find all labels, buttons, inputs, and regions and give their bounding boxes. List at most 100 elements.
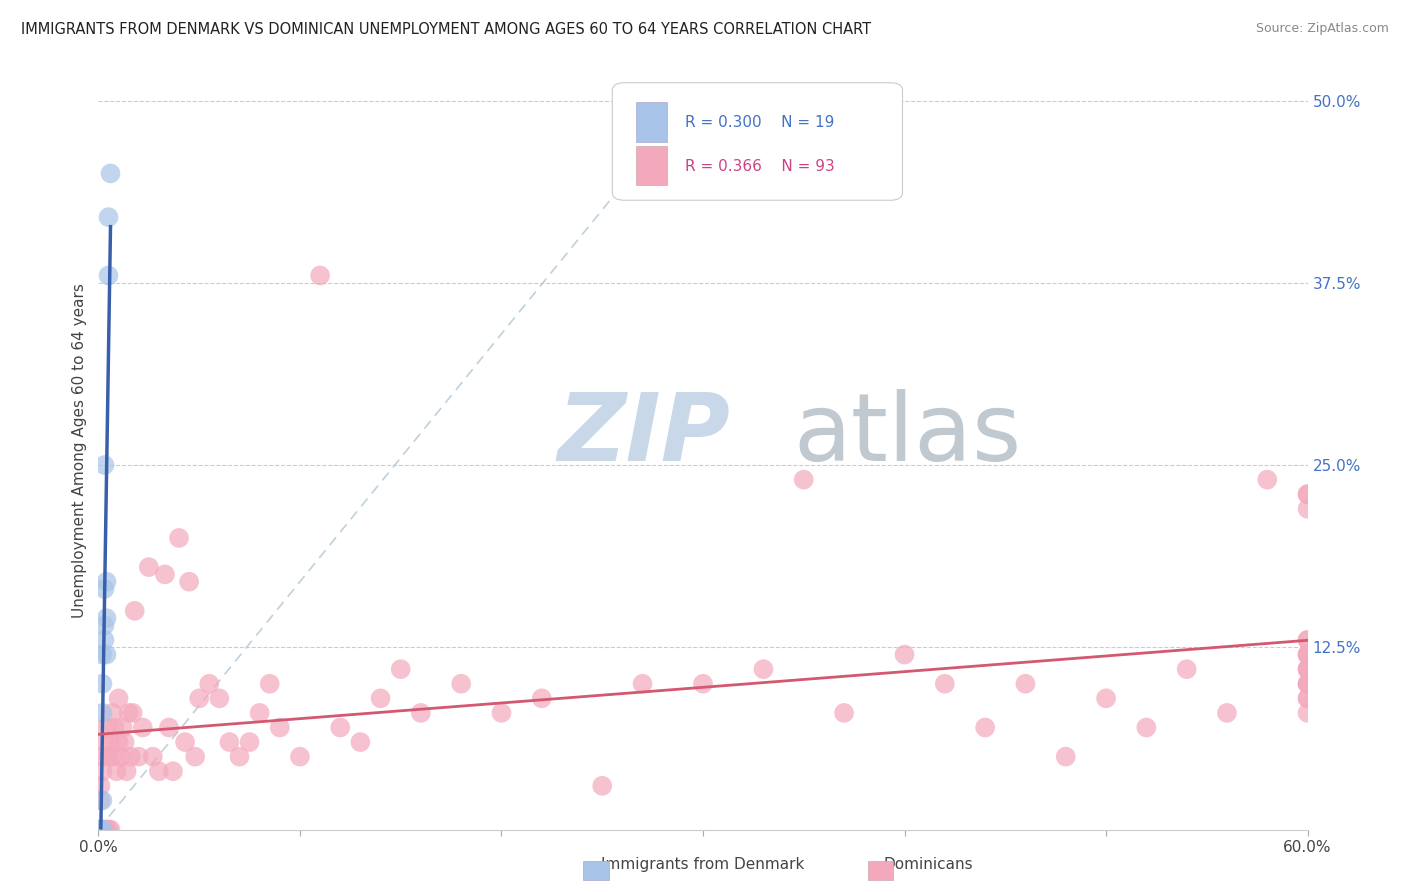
Point [142, 749, 165, 764]
Point [97, 268, 120, 283]
Point [370, 691, 392, 706]
Point [91, 677, 114, 691]
Point [631, 677, 654, 691]
Point [100, 822, 122, 837]
Point [100, 166, 122, 180]
Point [101, 706, 124, 720]
Point [1296, 648, 1319, 662]
Point [188, 691, 211, 706]
Point [174, 735, 197, 749]
Point [1296, 648, 1319, 662]
Point [128, 749, 150, 764]
Point [259, 677, 281, 691]
Bar [637, 145, 666, 186]
Bar [637, 103, 666, 142]
Point [89, 822, 111, 837]
Point [591, 779, 613, 793]
Point [97, 210, 120, 224]
Point [1296, 487, 1319, 501]
Point [1216, 706, 1239, 720]
Point [1175, 662, 1198, 676]
Point [96, 574, 118, 589]
Point [96, 721, 118, 735]
Text: Dominicans: Dominicans [883, 857, 973, 872]
Text: ZIP: ZIP [558, 389, 731, 482]
Point [530, 691, 553, 706]
Point [89, 822, 111, 837]
Point [309, 268, 332, 283]
Point [1296, 706, 1319, 720]
Point [1256, 473, 1278, 487]
Point [1296, 677, 1319, 691]
Point [1296, 691, 1319, 706]
Point [1054, 749, 1077, 764]
Point [89, 779, 111, 793]
Point [269, 721, 291, 735]
Point [491, 706, 513, 720]
Point [450, 677, 472, 691]
Point [132, 721, 155, 735]
Point [752, 662, 775, 676]
Point [329, 721, 352, 735]
Y-axis label: Unemployment Among Ages 60 to 64 years: Unemployment Among Ages 60 to 64 years [72, 283, 87, 618]
Point [93, 582, 115, 596]
Point [100, 735, 122, 749]
Point [1296, 633, 1319, 648]
Point [218, 735, 240, 749]
Point [91, 793, 114, 807]
Point [91, 764, 114, 779]
Point [179, 574, 201, 589]
Point [208, 691, 231, 706]
Point [107, 735, 129, 749]
Point [1296, 487, 1319, 501]
Point [110, 749, 132, 764]
Point [832, 706, 855, 720]
Point [103, 721, 125, 735]
Point [96, 822, 118, 837]
Point [93, 458, 115, 472]
Point [138, 560, 160, 574]
Point [96, 611, 118, 625]
Point [89, 822, 111, 837]
Point [692, 677, 714, 691]
Text: IMMIGRANTS FROM DENMARK VS DOMINICAN UNEMPLOYMENT AMONG AGES 60 TO 64 YEARS CORR: IMMIGRANTS FROM DENMARK VS DOMINICAN UNE… [21, 22, 872, 37]
Text: Immigrants from Denmark: Immigrants from Denmark [602, 857, 804, 872]
Point [114, 735, 136, 749]
Point [111, 721, 134, 735]
Point [162, 764, 184, 779]
Point [91, 749, 114, 764]
Point [120, 749, 142, 764]
Point [198, 677, 221, 691]
Point [1296, 501, 1319, 516]
Point [249, 706, 271, 720]
Point [157, 721, 180, 735]
Point [974, 721, 997, 735]
Point [93, 822, 115, 837]
Point [101, 749, 124, 764]
Point [893, 648, 915, 662]
Point [89, 822, 111, 837]
Point [96, 648, 118, 662]
FancyBboxPatch shape [613, 83, 903, 201]
Point [167, 531, 190, 545]
Point [121, 706, 143, 720]
Point [91, 706, 114, 720]
Point [1296, 662, 1319, 676]
Point [1014, 677, 1036, 691]
Text: Source: ZipAtlas.com: Source: ZipAtlas.com [1256, 22, 1389, 36]
Point [91, 822, 114, 837]
Point [93, 618, 115, 632]
Text: atlas: atlas [793, 389, 1022, 482]
Point [389, 662, 412, 676]
Point [1296, 662, 1319, 676]
Point [124, 604, 146, 618]
Point [239, 735, 262, 749]
Point [1296, 677, 1319, 691]
Point [93, 735, 115, 749]
Point [793, 473, 815, 487]
Point [97, 749, 120, 764]
Point [934, 677, 956, 691]
Point [228, 749, 250, 764]
Point [1296, 648, 1319, 662]
Point [1296, 633, 1319, 648]
